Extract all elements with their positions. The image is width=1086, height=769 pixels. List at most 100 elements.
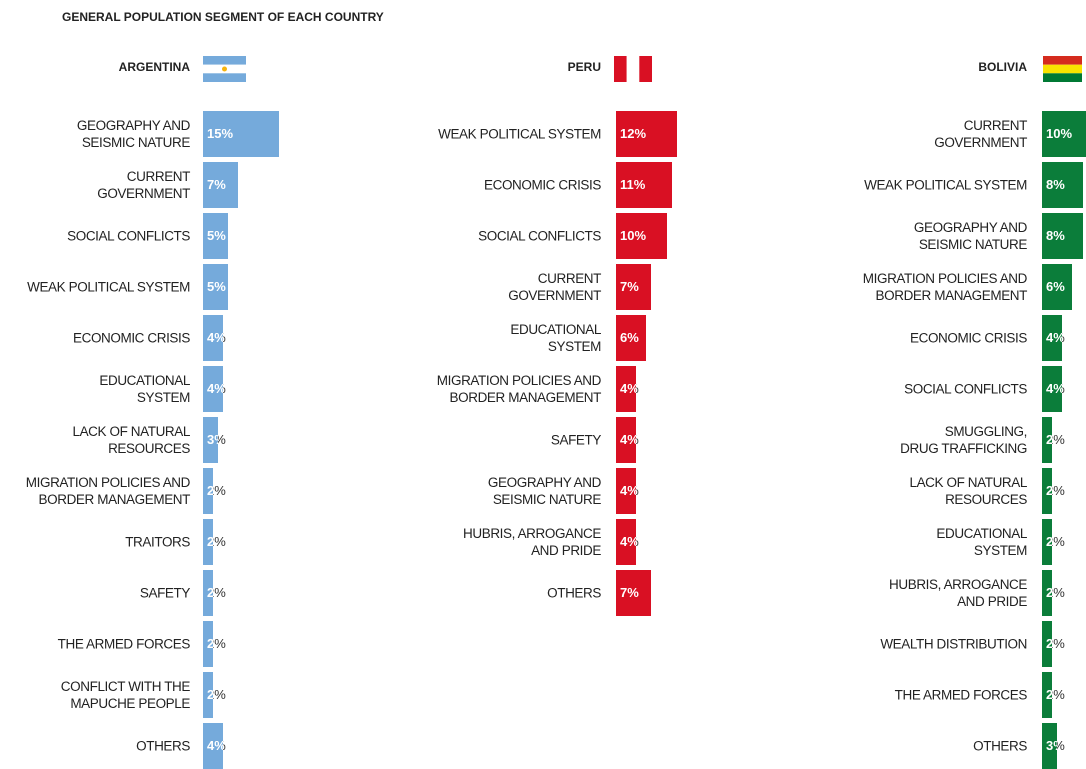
category-label: MIGRATION POLICIES AND BORDER MANAGEMENT bbox=[862, 271, 1028, 303]
bar: 3% bbox=[1042, 723, 1058, 769]
value-label: 6% bbox=[620, 330, 639, 345]
value-label: 11% bbox=[620, 177, 646, 192]
category-label: SOCIAL CONFLICTS bbox=[904, 381, 1027, 397]
bar: 4% bbox=[1042, 366, 1063, 412]
category-label: CURRENT GOVERNMENT bbox=[934, 118, 1027, 150]
bar: 8% bbox=[1042, 162, 1083, 208]
category-label: MIGRATION POLICIES AND BORDER MANAGEMENT bbox=[25, 475, 191, 507]
category-label: WEALTH DISTRIBUTION bbox=[880, 636, 1027, 652]
value-label: 2% bbox=[1046, 687, 1053, 702]
category-label: MIGRATION POLICIES AND BORDER MANAGEMENT bbox=[436, 373, 602, 405]
bar: 5% bbox=[203, 264, 229, 310]
value-label: 4% bbox=[207, 738, 223, 753]
bar: 11% bbox=[616, 162, 672, 208]
category-label: CONFLICT WITH THE MAPUCHE PEOPLE bbox=[60, 679, 191, 711]
flag-peru bbox=[614, 56, 652, 82]
bar: 4% bbox=[1042, 315, 1063, 361]
bar: 7% bbox=[616, 264, 652, 310]
category-label: LACK OF NATURAL RESOURCES bbox=[72, 424, 190, 456]
bar: 4% bbox=[616, 519, 637, 565]
value-label: 2% bbox=[1046, 432, 1053, 447]
bar: 2% bbox=[203, 468, 214, 514]
bar: 10% bbox=[616, 213, 667, 259]
value-label: 10% bbox=[1046, 126, 1073, 141]
category-label: EDUCATIONAL SYSTEM bbox=[936, 526, 1027, 558]
bar: 3% bbox=[203, 417, 219, 463]
value-label: 6% bbox=[1046, 279, 1065, 294]
bar: 4% bbox=[203, 366, 224, 412]
category-label: CURRENT GOVERNMENT bbox=[508, 271, 601, 303]
category-label: GEOGRAPHY AND SEISMIC NATURE bbox=[487, 475, 601, 507]
bar: 12% bbox=[616, 111, 677, 157]
category-label: SAFETY bbox=[550, 432, 602, 448]
category-label: WEAK POLITICAL SYSTEM bbox=[438, 126, 601, 142]
category-label: HUBRIS, ARROGANCE AND PRIDE bbox=[463, 526, 601, 558]
chart-title: GENERAL POPULATION SEGMENT OF EACH COUNT… bbox=[62, 10, 384, 24]
bar: 2% bbox=[203, 519, 214, 565]
category-label: TRAITORS bbox=[125, 534, 190, 550]
bar: 2% bbox=[1042, 672, 1053, 718]
value-label: 12% bbox=[620, 126, 647, 141]
value-label: 2% bbox=[207, 687, 214, 702]
bar: 2% bbox=[203, 672, 214, 718]
value-label: 8% bbox=[1046, 177, 1065, 192]
value-label: 3% bbox=[1046, 738, 1057, 753]
value-label: 2% bbox=[207, 585, 214, 600]
value-label: 2% bbox=[1046, 636, 1053, 651]
value-label: 4% bbox=[620, 483, 636, 498]
bar: 2% bbox=[1042, 417, 1053, 463]
bar: 4% bbox=[616, 417, 637, 463]
value-label: 2% bbox=[1046, 534, 1053, 549]
category-label: WEAK POLITICAL SYSTEM bbox=[864, 177, 1027, 193]
bar: 2% bbox=[203, 621, 214, 667]
category-label: OTHERS bbox=[973, 738, 1027, 754]
value-label: 8% bbox=[1046, 228, 1065, 243]
flag-argentina bbox=[203, 56, 246, 82]
bar: 7% bbox=[616, 570, 652, 616]
category-label: WEAK POLITICAL SYSTEM bbox=[27, 279, 190, 295]
category-label: THE ARMED FORCES bbox=[894, 687, 1028, 703]
category-label: SAFETY bbox=[139, 585, 191, 601]
bar: 6% bbox=[1042, 264, 1073, 310]
bar: 4% bbox=[203, 315, 224, 361]
bar: 4% bbox=[616, 366, 637, 412]
value-label: 7% bbox=[207, 177, 226, 192]
category-label: ECONOMIC CRISIS bbox=[72, 330, 190, 346]
value-label: 3% bbox=[207, 432, 218, 447]
bar: 2% bbox=[1042, 468, 1053, 514]
category-label: HUBRIS, ARROGANCE AND PRIDE bbox=[889, 577, 1027, 609]
bar: 6% bbox=[616, 315, 647, 361]
value-label: 2% bbox=[1046, 585, 1053, 600]
value-label: 4% bbox=[620, 432, 636, 447]
category-label: THE ARMED FORCES bbox=[57, 636, 191, 652]
value-label: 4% bbox=[620, 381, 636, 396]
bar: 2% bbox=[203, 570, 214, 616]
category-label: EDUCATIONAL SYSTEM bbox=[510, 322, 601, 354]
value-label: 2% bbox=[207, 636, 214, 651]
country-name: PERU bbox=[567, 60, 601, 74]
value-label: 7% bbox=[620, 585, 639, 600]
category-label: CURRENT GOVERNMENT bbox=[97, 169, 190, 201]
value-label: 7% bbox=[620, 279, 639, 294]
category-label: LACK OF NATURAL RESOURCES bbox=[909, 475, 1027, 507]
value-label: 4% bbox=[207, 330, 223, 345]
category-label: GEOGRAPHY AND SEISMIC NATURE bbox=[913, 220, 1027, 252]
country-name: ARGENTINA bbox=[118, 60, 190, 74]
value-label: 4% bbox=[1046, 330, 1062, 345]
bar: 8% bbox=[1042, 213, 1083, 259]
bar: 10% bbox=[1042, 111, 1086, 157]
category-label: ECONOMIC CRISIS bbox=[909, 330, 1027, 346]
category-label: OTHERS bbox=[136, 738, 190, 754]
value-label: 2% bbox=[1046, 483, 1053, 498]
country-name: BOLIVIA bbox=[978, 60, 1027, 74]
category-label: EDUCATIONAL SYSTEM bbox=[99, 373, 190, 405]
value-label: 4% bbox=[1046, 381, 1062, 396]
value-label: 2% bbox=[207, 534, 214, 549]
value-label: 2% bbox=[207, 483, 214, 498]
value-label: 10% bbox=[620, 228, 647, 243]
flag-bolivia bbox=[1043, 56, 1082, 82]
value-label: 5% bbox=[207, 279, 226, 294]
bar: 2% bbox=[1042, 570, 1053, 616]
category-label: OTHERS bbox=[547, 585, 601, 601]
